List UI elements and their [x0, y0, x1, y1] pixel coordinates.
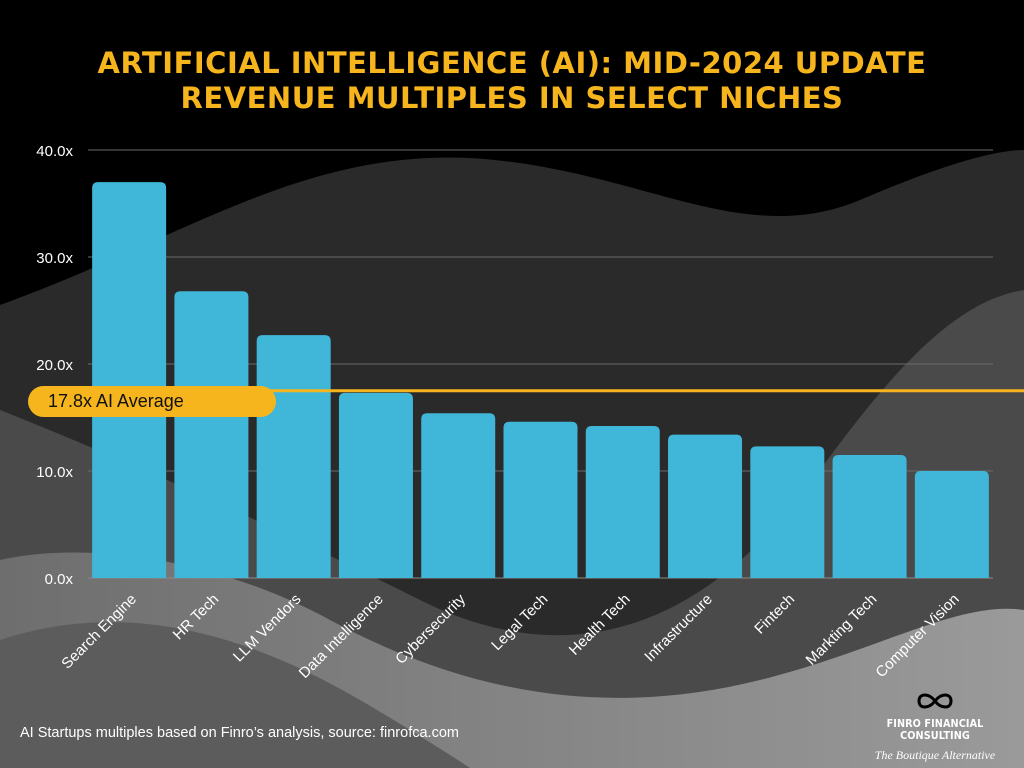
x-tick-label: Fintech	[751, 591, 798, 638]
brand-tagline: The Boutique Alternative	[874, 748, 996, 762]
title-line-1: ARTIFICIAL INTELLIGENCE (AI): MID-2024 U…	[97, 46, 927, 80]
bar	[256, 335, 331, 578]
y-tick-label: 20.0x	[36, 357, 73, 374]
bar	[832, 454, 907, 578]
title-line-2: REVENUE MULTIPLES IN SELECT NICHES	[180, 81, 844, 115]
x-tick-label: Markting Tech	[803, 591, 881, 669]
brand-block: FINRO FINANCIAL CONSULTING The Boutique …	[852, 690, 1018, 763]
x-tick-label: Legal Tech	[488, 591, 551, 654]
y-tick-label: 40.0x	[36, 143, 73, 160]
y-tick-label: 10.0x	[36, 464, 73, 481]
average-label: 17.8x AI Average	[28, 386, 276, 417]
x-tick-label: Health Tech	[566, 591, 634, 659]
chart-title: ARTIFICIAL INTELLIGENCE (AI): MID-2024 U…	[0, 46, 1024, 116]
y-tick-label: 0.0x	[45, 571, 74, 588]
brand-name: FINRO FINANCIAL CONSULTING	[886, 718, 984, 742]
bar	[174, 291, 249, 578]
x-tick-label: HR Tech	[170, 591, 223, 644]
x-tick-label: Search Engine	[58, 591, 140, 673]
y-tick-label: 30.0x	[36, 250, 73, 267]
bar	[914, 471, 989, 578]
footnote: AI Startups multiples based on Finro’s a…	[20, 725, 459, 741]
bar	[668, 434, 743, 578]
bar	[585, 426, 660, 578]
x-tick-label: Cybersecurity	[392, 590, 469, 667]
x-tick-label: LLM Vendors	[230, 591, 305, 666]
x-tick-label: Computer Vision	[872, 591, 962, 681]
bar	[421, 413, 496, 578]
bar	[92, 182, 167, 578]
x-tick-label: Infrastructure	[641, 591, 716, 666]
bar	[338, 392, 413, 578]
infinity-icon	[917, 693, 953, 709]
bar	[503, 421, 578, 578]
x-tick-label: Data Intelligence	[296, 591, 387, 682]
bar	[750, 446, 825, 578]
